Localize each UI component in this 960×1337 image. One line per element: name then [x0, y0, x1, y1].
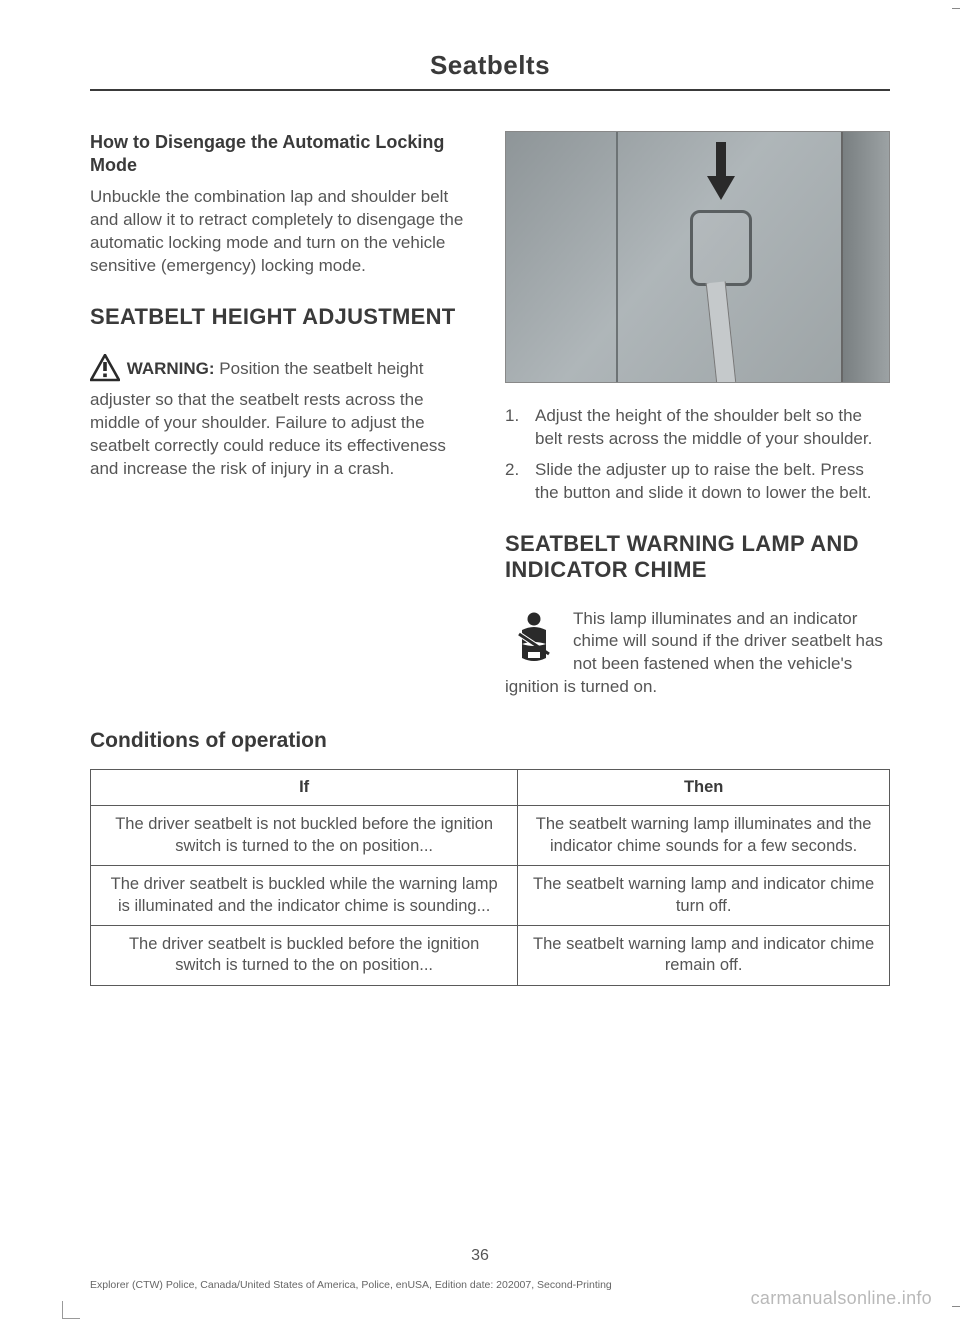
table-header: If [91, 770, 518, 806]
crop-tick [952, 8, 960, 9]
footer-edition: Explorer (CTW) Police, Canada/United Sta… [90, 1279, 612, 1291]
sub-heading: How to Disengage the Automatic Locking M… [90, 131, 475, 176]
seatbelt-lamp-icon [505, 610, 563, 675]
section-heading: SEATBELT HEIGHT ADJUSTMENT [90, 304, 475, 330]
warning-label: WARNING: [127, 359, 215, 378]
crop-mark [62, 1301, 80, 1319]
table-row: The driver seatbelt is not buckled befor… [91, 806, 890, 866]
table-cell: The seatbelt warning lamp and indicator … [518, 866, 890, 926]
page: Seatbelts How to Disengage the Automatic… [0, 0, 960, 986]
table-cell: The seatbelt warning lamp and indicator … [518, 926, 890, 986]
left-column: How to Disengage the Automatic Locking M… [90, 131, 475, 699]
table-cell: The driver seatbelt is not buckled befor… [91, 806, 518, 866]
table-header-row: If Then [91, 770, 890, 806]
right-column: Adjust the height of the shoulder belt s… [505, 131, 890, 699]
step-item: Adjust the height of the shoulder belt s… [505, 405, 890, 451]
steps-list: Adjust the height of the shoulder belt s… [505, 405, 890, 505]
conditions-heading: Conditions of operation [90, 729, 890, 753]
table-row: The driver seatbelt is buckled while the… [91, 866, 890, 926]
table-row: The driver seatbelt is buckled before th… [91, 926, 890, 986]
section-heading: SEATBELT WARNING LAMP AND INDICATOR CHIM… [505, 531, 890, 584]
warning-block: WARNING: Position the seatbelt height ad… [90, 354, 475, 481]
chapter-title: Seatbelts [90, 50, 890, 91]
watermark: carmanualsonline.info [751, 1288, 932, 1309]
step-item: Slide the adjuster up to raise the belt.… [505, 459, 890, 505]
warning-triangle-icon [90, 354, 120, 389]
crop-tick [952, 1306, 960, 1307]
seatbelt-adjuster-figure [505, 131, 890, 383]
table-cell: The driver seatbelt is buckled while the… [91, 866, 518, 926]
table-cell: The driver seatbelt is buckled before th… [91, 926, 518, 986]
body-text: Unbuckle the combination lap and shoulde… [90, 186, 475, 278]
lamp-block: This lamp illuminates and an indicator c… [505, 608, 890, 700]
table-cell: The seatbelt warning lamp illuminates an… [518, 806, 890, 866]
page-number: 36 [0, 1247, 960, 1265]
conditions-table: If Then The driver seatbelt is not buckl… [90, 769, 890, 986]
table-header: Then [518, 770, 890, 806]
two-column-layout: How to Disengage the Automatic Locking M… [90, 131, 890, 699]
